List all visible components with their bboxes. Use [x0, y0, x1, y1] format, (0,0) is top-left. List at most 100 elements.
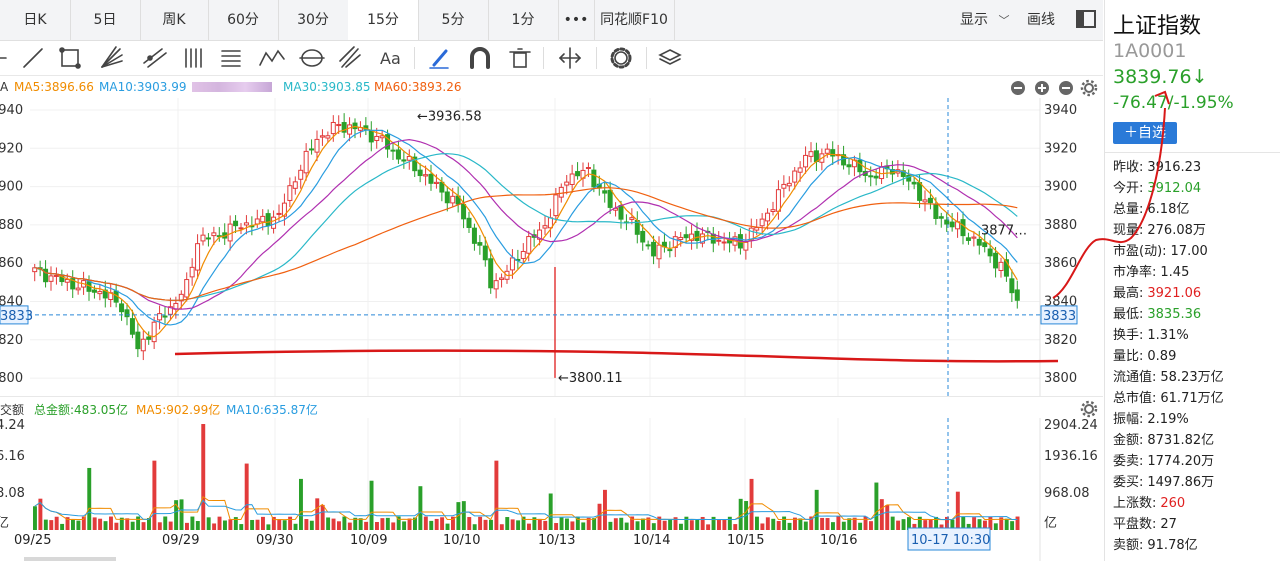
measure-icon[interactable] — [558, 47, 582, 69]
gear-icon[interactable] — [1080, 79, 1098, 97]
volume-bar — [190, 516, 195, 530]
tab-period[interactable]: 60分 — [208, 0, 279, 40]
plus-icon[interactable] — [1035, 81, 1049, 95]
panel-toggle-icon[interactable] — [1076, 10, 1096, 28]
quote-value: 260 — [1160, 496, 1186, 511]
candle-body — [781, 183, 787, 189]
candle-body — [830, 149, 836, 157]
quote-row: 委卖: 1774.20万 — [1113, 452, 1214, 472]
volume-bar — [451, 516, 455, 530]
minus-icon[interactable] — [1059, 81, 1073, 95]
crosshair-price-label: 3833 — [1043, 309, 1076, 324]
tab-period[interactable]: 5分 — [418, 0, 489, 40]
candle-body — [879, 166, 885, 180]
gear-icon[interactable] — [610, 47, 632, 69]
pen-icon[interactable] — [429, 49, 449, 69]
tab-period[interactable]: 日K — [0, 0, 71, 40]
volume-bar — [961, 516, 966, 530]
volume-bar — [337, 521, 341, 530]
volume-bar — [787, 522, 792, 530]
volume-bar — [103, 521, 108, 530]
quote-row: 金额: 8731.82亿 — [1113, 431, 1214, 451]
volume-bar — [684, 516, 689, 530]
tab-period[interactable]: 同花顺F10 — [594, 0, 675, 40]
minus-icon[interactable] — [1011, 81, 1025, 95]
candle-body — [184, 279, 190, 298]
fan-icon[interactable] — [101, 46, 123, 68]
volume-bar — [950, 519, 955, 530]
candle-body — [341, 122, 347, 133]
candle-body — [151, 321, 157, 343]
wave-icon[interactable] — [259, 49, 285, 66]
volume-bar — [700, 516, 705, 530]
volume-bar — [782, 516, 787, 530]
candle-body — [656, 244, 662, 260]
volume-tick-left: 亿 — [0, 516, 9, 531]
trash-icon[interactable] — [509, 48, 531, 68]
quote-label: 量比: — [1113, 349, 1144, 364]
volume-bar — [228, 519, 233, 530]
candle-body — [797, 167, 803, 173]
candle-body — [873, 175, 879, 179]
volume-bar — [760, 523, 765, 530]
parallel-icon[interactable] — [185, 48, 202, 68]
fib-icon[interactable] — [221, 50, 241, 67]
add-watchlist-button[interactable]: ＋自选 — [1113, 122, 1177, 144]
volume-bar — [917, 516, 922, 530]
text-tool-label[interactable]: Aa — [380, 49, 401, 68]
tab-period[interactable]: 30分 — [278, 0, 349, 40]
tab-period[interactable]: 5日 — [70, 0, 141, 40]
magnet-icon[interactable] — [470, 47, 490, 69]
draw-line-button[interactable]: 画线 — [1027, 12, 1055, 28]
tab-period[interactable]: ••• — [558, 0, 595, 40]
quote-value: 91.78亿 — [1147, 538, 1198, 553]
volume-bar — [266, 524, 271, 530]
candle-body — [1003, 259, 1009, 277]
volume-bar — [874, 482, 879, 530]
layers-icon[interactable] — [658, 49, 682, 65]
volume-bar — [119, 517, 124, 530]
x-date-label: 10/15 — [727, 533, 764, 548]
volume-bar — [771, 518, 776, 530]
volume-bar — [630, 516, 635, 530]
volume-bar — [597, 503, 602, 530]
tab-period[interactable]: 15分 — [348, 0, 419, 40]
line-icon[interactable] — [23, 48, 43, 68]
volume-chart[interactable]: 2904.24 1936.16 968.08 亿 4.24 6.16 8.08 亿 09/25 0… — [0, 418, 1103, 561]
candle-body — [314, 138, 320, 153]
tab-period[interactable]: 周K — [140, 0, 209, 40]
crosshair-date-label: 10-17 10:30 — [911, 533, 990, 548]
candle-body — [444, 191, 450, 204]
volume-bar — [499, 524, 504, 530]
volume-bar — [1004, 518, 1009, 530]
rect-icon[interactable] — [59, 47, 81, 69]
candlestick-chart[interactable]: 3940 3940 3920 3920 3900 3900 3880 3880 3860 3860… — [0, 98, 1103, 396]
volume-bar — [793, 517, 797, 530]
volume-tick-right: 1936.16 — [1044, 449, 1098, 464]
ma60-value: MA60:3893.26 — [374, 80, 462, 94]
gear-icon[interactable] — [1080, 400, 1098, 418]
cycle-icon[interactable] — [299, 49, 325, 67]
channel-icon[interactable] — [143, 48, 167, 68]
volume-bar — [271, 516, 276, 530]
quote-label: 平盘数: — [1113, 517, 1157, 532]
volume-bar — [396, 516, 401, 530]
quote-value: 61.71万亿 — [1160, 391, 1224, 406]
candle-body — [765, 212, 771, 222]
volume-bar — [380, 518, 385, 530]
pitchfork-icon[interactable] — [339, 46, 361, 68]
volume-bar — [852, 517, 857, 530]
volume-total: 总金额:483.05亿 — [34, 403, 129, 417]
volume-bar — [510, 519, 515, 530]
ma10-value: MA10:3903.99 — [99, 80, 187, 94]
last-ma-annotation: 3877… — [981, 224, 1027, 239]
display-dropdown[interactable]: 显示 ﹀ — [960, 0, 1009, 40]
tab-period[interactable]: 1分 — [488, 0, 559, 40]
volume-bar — [407, 518, 412, 530]
candle-body — [927, 197, 933, 204]
volume-bar — [147, 518, 151, 530]
volume-bar — [901, 519, 906, 530]
volume-tick-left: 4.24 — [0, 418, 25, 433]
volume-bar — [733, 524, 738, 530]
candle-body — [205, 237, 211, 240]
